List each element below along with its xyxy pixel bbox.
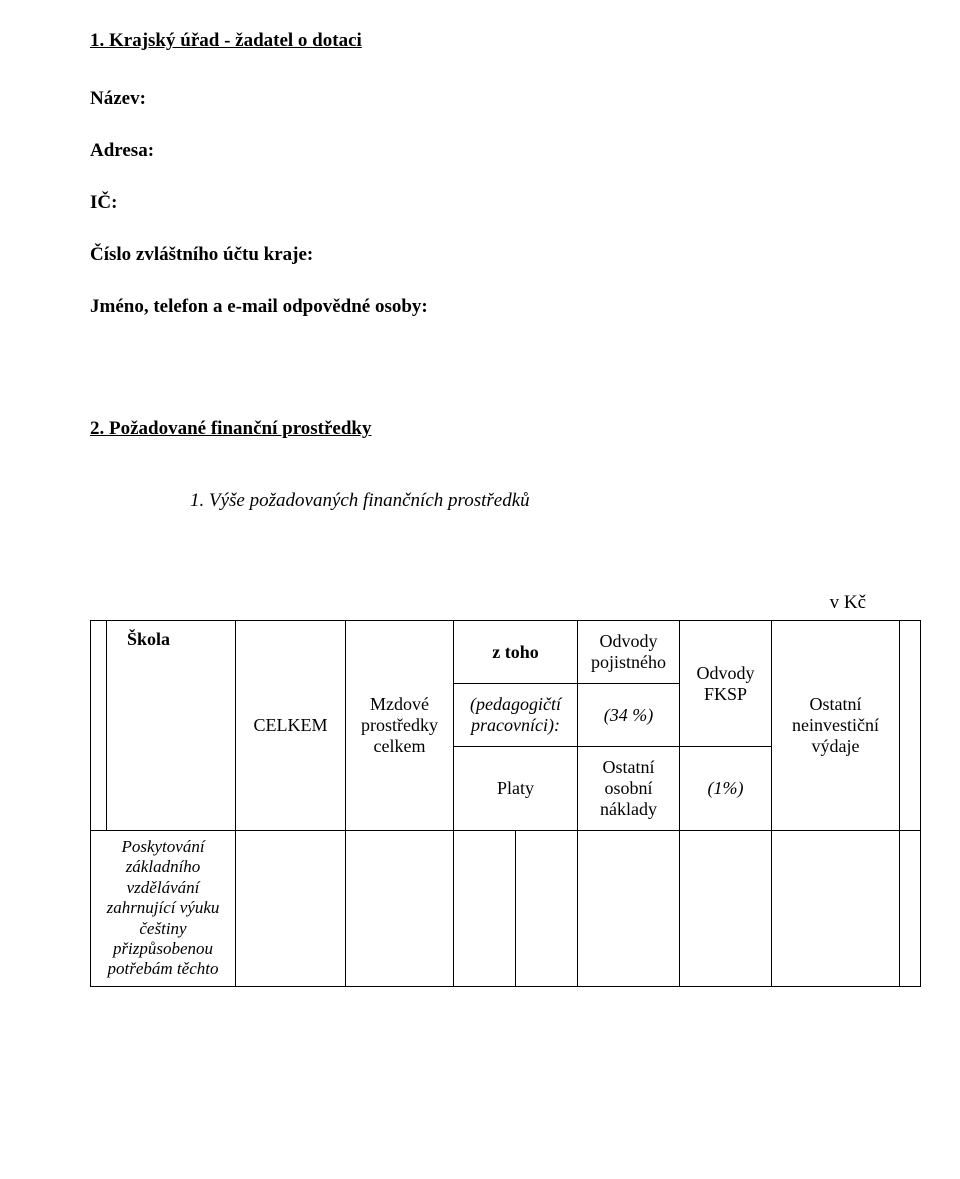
- section2-subtitle: 1. Výše požadovaných finančních prostřed…: [190, 490, 870, 512]
- header-ztoho: z toho: [454, 621, 578, 684]
- header-pedagog: (pedagogičtí pracovníci):: [454, 684, 578, 747]
- field-contact: Jméno, telefon a e-mail odpovědné osoby:: [90, 296, 870, 318]
- stub-cell: [91, 621, 107, 831]
- header-odvody-poj-mid: (34 %): [578, 684, 680, 747]
- field-id: IČ:: [90, 192, 870, 214]
- unit-label: v Kč: [90, 592, 870, 614]
- section1-title: 1. Krajský úřad - žadatel o dotaci: [90, 30, 870, 52]
- row1-mzdove: [346, 831, 454, 987]
- row1-tail: [900, 831, 921, 987]
- header-ostatni: Ostatní neinvestiční výdaje: [772, 621, 900, 831]
- finance-table: Škola CELKEM Mzdové prostředky celkem z …: [90, 620, 921, 987]
- header-celkem: CELKEM: [236, 621, 346, 831]
- field-account: Číslo zvláštního účtu kraje:: [90, 244, 870, 266]
- field-name: Název:: [90, 88, 870, 110]
- header-odvody-fksp-top: Odvody FKSP: [680, 621, 772, 747]
- row1-ostatni: [772, 831, 900, 987]
- header-mzdove: Mzdové prostředky celkem: [346, 621, 454, 831]
- row1-odvody-poj: [578, 831, 680, 987]
- header-odvody-fksp-bot: (1%): [680, 747, 772, 831]
- row1-ztoho-l: [454, 831, 516, 987]
- row1-celkem: [236, 831, 346, 987]
- field-address: Adresa:: [90, 140, 870, 162]
- row1-odvody-fksp: [680, 831, 772, 987]
- header-skola: Škola: [107, 621, 236, 831]
- section2-title: 2. Požadované finanční prostředky: [90, 418, 870, 440]
- header-platy: Platy: [454, 747, 578, 831]
- header-odvody-poj-bot: Ostatní osobní náklady: [578, 747, 680, 831]
- row1-label: Poskytování základního vzdělávání zahrnu…: [91, 831, 236, 987]
- header-odvody-poj-top: Odvody pojistného: [578, 621, 680, 684]
- row1-ztoho-r: [516, 831, 578, 987]
- tail-cell: [900, 621, 921, 831]
